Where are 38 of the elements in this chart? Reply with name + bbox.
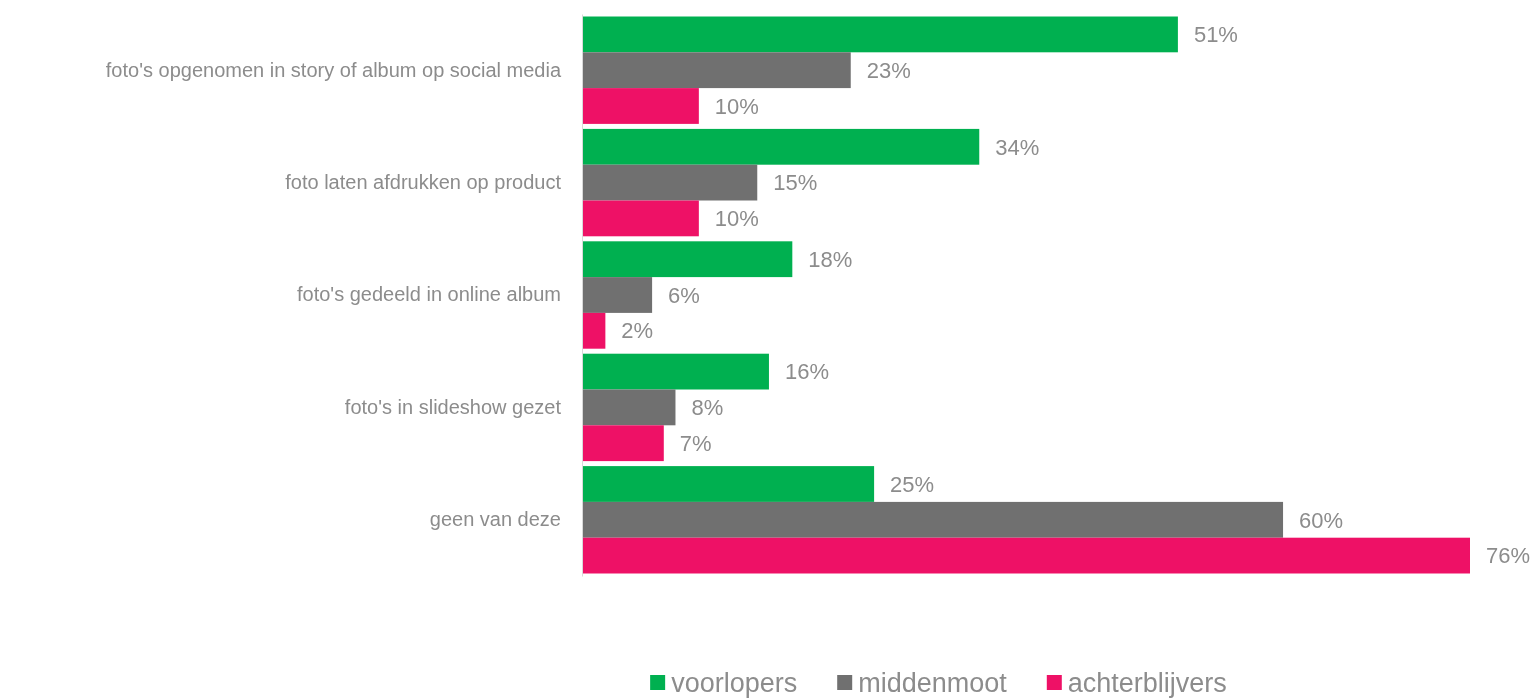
bar: [582, 88, 699, 124]
bar: [582, 537, 1470, 574]
y-tick-label: foto's in slideshow gezet: [344, 395, 562, 418]
bar: [582, 466, 875, 502]
bar: [582, 389, 676, 426]
data-label: 10%: [714, 206, 759, 232]
legend-label: middenmoot: [858, 668, 1008, 698]
bar: [582, 312, 606, 349]
data-label: 10%: [714, 93, 759, 119]
y-tick-label: geen van deze: [429, 508, 561, 531]
bar: [582, 128, 980, 165]
data-label: 76%: [1486, 543, 1531, 569]
bar: [582, 52, 851, 89]
legend-label: voorlopers: [671, 668, 798, 698]
y-tick-label: foto's gedeeld in online album: [296, 283, 561, 306]
y-tick-label: foto's opgenomen in story of album op social media: [105, 58, 562, 81]
bar: [582, 164, 758, 201]
data-label: 23%: [866, 57, 911, 83]
data-label: 16%: [784, 359, 829, 385]
data-label: 34%: [995, 134, 1040, 160]
data-label: 7%: [679, 430, 712, 456]
bar: [582, 200, 699, 237]
bar: [582, 277, 653, 313]
data-label: 18%: [808, 246, 853, 272]
y-tick-label: foto laten afdrukken op product: [285, 171, 562, 193]
bar: [582, 425, 664, 462]
bar: [582, 353, 769, 390]
data-label: 25%: [890, 471, 935, 497]
data-label: 2%: [621, 318, 654, 344]
bar: [582, 501, 1284, 538]
data-label: 15%: [773, 170, 818, 196]
legend-label: achterblijvers: [1067, 668, 1227, 698]
data-label: 51%: [1193, 22, 1238, 48]
bar: [582, 16, 1178, 53]
data-label: 8%: [691, 395, 724, 421]
data-label: 6%: [668, 282, 700, 308]
data-label: 60%: [1299, 507, 1344, 533]
bar: [582, 241, 793, 278]
